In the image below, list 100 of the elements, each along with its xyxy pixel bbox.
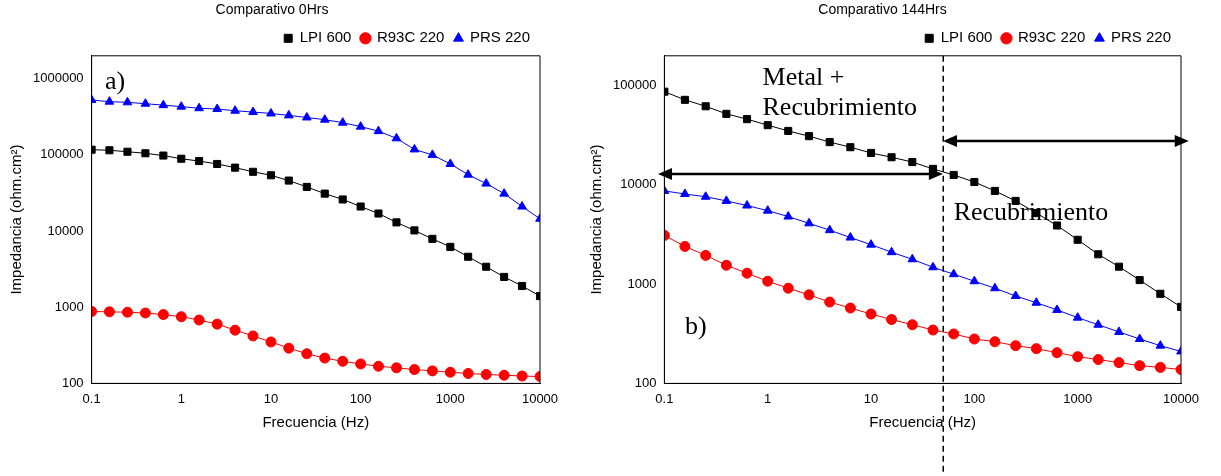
annotation: b) [685, 311, 708, 342]
point [266, 107, 276, 117]
x-tick-label: 1000 [435, 390, 465, 406]
legend-label: PRS 220 [469, 28, 531, 46]
point [720, 259, 732, 271]
point [175, 311, 187, 323]
point [427, 149, 438, 158]
point [804, 132, 814, 141]
point [846, 143, 855, 152]
point [105, 146, 114, 155]
point [680, 188, 690, 197]
point [1156, 289, 1165, 298]
point [480, 368, 492, 380]
x-tick-label: 0.1 [655, 390, 674, 406]
chart-title: Comparativo 0Hrs [215, 1, 329, 18]
point [409, 143, 420, 153]
point [866, 239, 876, 248]
y-tick-label: 10000 [620, 176, 657, 192]
point [742, 200, 752, 209]
point [229, 324, 241, 336]
point [762, 275, 774, 287]
point [1093, 319, 1104, 328]
point [481, 178, 491, 187]
point [231, 163, 240, 172]
point [763, 121, 772, 130]
point [158, 99, 169, 109]
point [782, 282, 794, 294]
point [356, 202, 365, 211]
point [284, 176, 293, 185]
point [141, 149, 150, 158]
x-tick-label: 0.1 [82, 390, 101, 406]
point [230, 105, 240, 114]
point [103, 306, 115, 318]
point [266, 171, 275, 180]
point [392, 218, 401, 227]
point [700, 249, 712, 261]
legend-label: LPI 600 [940, 28, 993, 46]
point [283, 342, 295, 354]
point [249, 167, 258, 176]
point [866, 148, 876, 157]
point [157, 309, 169, 321]
point [701, 102, 710, 111]
point [1031, 297, 1042, 306]
point [355, 121, 366, 130]
point [886, 314, 898, 326]
y-tick-label: 1000000 [32, 70, 84, 86]
point [337, 355, 349, 367]
point [123, 147, 132, 156]
point [1010, 340, 1022, 352]
point [970, 177, 979, 187]
point [482, 262, 491, 271]
point [845, 232, 856, 241]
point [783, 211, 794, 220]
point [743, 115, 752, 124]
point [265, 336, 277, 348]
x-axis-title: Frecuencia (Hz) [262, 413, 370, 431]
point [177, 154, 186, 163]
point [121, 306, 133, 318]
point [1155, 340, 1166, 349]
point [176, 101, 187, 110]
point [680, 95, 689, 104]
point [803, 289, 815, 301]
point [462, 367, 474, 379]
annotation: a) [105, 65, 127, 96]
point [247, 330, 259, 342]
point [320, 189, 329, 198]
point [139, 307, 151, 319]
point [391, 132, 402, 142]
x-tick-label: 1 [177, 390, 185, 406]
point [248, 106, 258, 116]
point [948, 268, 959, 278]
point [319, 114, 330, 123]
point [373, 125, 384, 135]
point [722, 109, 731, 118]
point [283, 109, 294, 119]
point [989, 336, 1001, 348]
point [1073, 235, 1082, 244]
point [928, 261, 938, 271]
point [969, 275, 980, 285]
x-axis-title: Frecuencia (Hz) [869, 413, 977, 431]
chart-title: Comparativo 144Hrs [818, 1, 947, 18]
point [1135, 276, 1144, 285]
point [211, 318, 223, 330]
point [445, 158, 456, 167]
y-tick-label: 1000 [54, 298, 84, 314]
point [804, 217, 814, 227]
point [463, 169, 473, 178]
x-tick-label: 1000 [1063, 390, 1093, 406]
point [1030, 343, 1042, 355]
point [444, 366, 456, 378]
y-tick-label: 100000 [40, 146, 84, 162]
point [408, 364, 420, 376]
annotation: Metal + Recubrimiento [762, 62, 919, 123]
point [355, 358, 367, 370]
y-tick-label: 100 [634, 374, 657, 390]
y-tick-label: 100000 [612, 77, 657, 93]
point [1094, 250, 1103, 259]
point [500, 272, 509, 281]
point [302, 182, 311, 191]
x-tick-label: 10 [263, 390, 279, 406]
